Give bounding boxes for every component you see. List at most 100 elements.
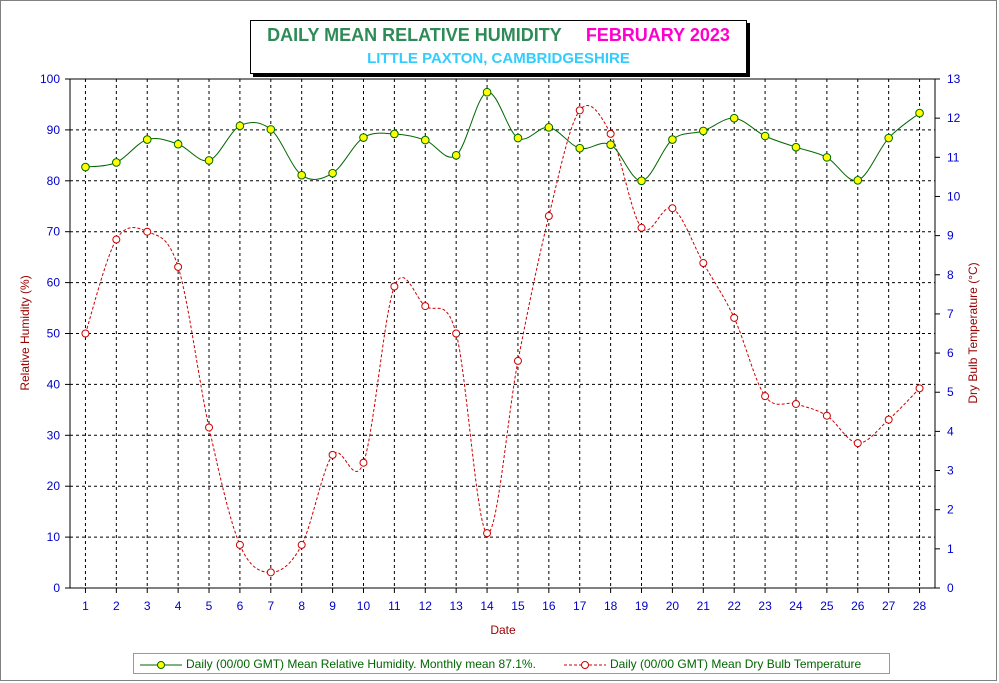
- legend-swatch-humidity: [140, 659, 182, 671]
- legend-swatch-temperature: [564, 659, 606, 671]
- humidity-point: [822, 153, 832, 162]
- y2-tick-label: 12: [947, 111, 961, 125]
- temperature-point: [791, 399, 800, 408]
- x-tick-label: 19: [635, 599, 649, 613]
- y2-tick-label: 4: [947, 424, 954, 438]
- x-tick-label: 2: [113, 599, 120, 613]
- x-tick-label: 15: [511, 599, 525, 613]
- x-tick-label: 27: [882, 599, 896, 613]
- x-tick-label: 1: [82, 599, 89, 613]
- temperature-point: [606, 129, 615, 138]
- legend-item-humidity: Daily (00/00 GMT) Mean Relative Humidity…: [140, 657, 536, 671]
- x-tick-label: 28: [913, 599, 927, 613]
- humidity-point: [451, 151, 461, 160]
- y2-tick-label: 3: [947, 464, 954, 478]
- grid: [70, 79, 935, 588]
- y2-tick-label: 8: [947, 268, 954, 282]
- temperature-point: [699, 259, 708, 268]
- y-tick-label: 90: [47, 123, 61, 137]
- legend-item-temperature: Daily (00/00 GMT) Mean Dry Bulb Temperat…: [564, 657, 861, 671]
- temperature-point: [513, 356, 522, 365]
- y-tick-labels: 0 10 20 30 40 50 60 70 80 90 100: [40, 72, 60, 595]
- humidity-point: [328, 168, 337, 178]
- temperature-point: [668, 204, 677, 213]
- x-tick-label: 4: [175, 599, 182, 613]
- y-tick-label: 70: [47, 225, 61, 239]
- humidity-point: [390, 129, 399, 139]
- x-tick-label: 13: [449, 599, 463, 613]
- temperature-point: [822, 411, 831, 420]
- y-tick-label: 30: [47, 428, 61, 442]
- legend: Daily (00/00 GMT) Mean Relative Humidity…: [133, 653, 890, 674]
- legend-label-temperature: Daily (00/00 GMT) Mean Dry Bulb Temperat…: [610, 657, 862, 671]
- humidity-point: [606, 140, 615, 149]
- x-tick-label: 24: [789, 599, 803, 613]
- y2-tick-label: 2: [947, 503, 954, 517]
- y-tick-label: 40: [47, 377, 61, 391]
- y2-tick-label: 6: [947, 346, 954, 360]
- humidity-point: [204, 156, 214, 165]
- humidity-point: [668, 135, 677, 144]
- humidity-point: [297, 170, 306, 180]
- humidity-point: [142, 135, 152, 144]
- y-tick-label: 20: [47, 479, 61, 493]
- x-tick-label: 5: [206, 599, 213, 613]
- y-tick-label: 10: [47, 530, 61, 544]
- x-tick-label: 8: [298, 599, 305, 613]
- axes: [65, 78, 940, 593]
- humidity-point: [575, 143, 585, 153]
- temperature-point: [452, 329, 461, 338]
- temperature-point: [637, 223, 646, 232]
- humidity-point: [760, 131, 770, 141]
- x-tick-label: 6: [237, 599, 244, 613]
- humidity-point: [699, 126, 708, 136]
- x-tick-label: 20: [666, 599, 680, 613]
- series-humidity: [81, 87, 924, 186]
- x-tick-label: 26: [851, 599, 865, 613]
- x-tick-label: 17: [573, 599, 587, 613]
- y2-tick-label: 5: [947, 385, 954, 399]
- y-tick-label: 50: [47, 327, 61, 341]
- temperature-point: [853, 439, 862, 448]
- humidity-point: [173, 139, 183, 149]
- y2-tick-label: 11: [947, 150, 960, 164]
- humidity-line: [85, 91, 920, 182]
- x-tick-label: 14: [480, 599, 494, 613]
- series-temperature: [81, 104, 924, 577]
- temperature-point: [205, 423, 214, 432]
- humidity-point: [420, 135, 430, 145]
- x-tick-label: 21: [697, 599, 711, 613]
- y-axis-title: Relative Humidity (%): [18, 275, 32, 390]
- humidity-point: [81, 162, 90, 172]
- x-tick-label: 23: [758, 599, 772, 613]
- humidity-point: [853, 175, 863, 185]
- x-tick-label: 11: [388, 599, 401, 613]
- x-tick-label: 22: [728, 599, 742, 613]
- y2-tick-label: 9: [947, 229, 954, 243]
- temperature-point: [81, 329, 90, 338]
- humidity-point: [915, 108, 924, 118]
- y2-axis-title: Dry Bulb Temperature (°C): [966, 262, 980, 403]
- x-tick-label: 10: [357, 599, 371, 613]
- chart-title: DAILY MEAN RELATIVE HUMIDITY: [267, 25, 562, 45]
- humidity-point: [266, 125, 276, 134]
- temperature-point: [143, 227, 152, 236]
- y2-tick-label: 13: [947, 72, 961, 86]
- title-box: DAILY MEAN RELATIVE HUMIDITY FEBRUARY 202…: [250, 20, 747, 74]
- y-tick-label: 0: [53, 581, 60, 595]
- chart-subtitle: LITTLE PAXTON, CAMBRIDGESHIRE: [367, 50, 630, 67]
- humidity-point: [791, 142, 801, 152]
- x-tick-label: 12: [419, 599, 433, 613]
- y2-tick-label: 1: [947, 542, 954, 556]
- temperature-point: [483, 529, 492, 538]
- temperature-point: [297, 540, 306, 549]
- temperature-point: [235, 540, 244, 549]
- y-tick-label: 80: [47, 174, 61, 188]
- x-tick-label: 25: [820, 599, 834, 613]
- temperature-line: [84, 104, 920, 573]
- legend-label-humidity: Daily (00/00 GMT) Mean Relative Humidity…: [186, 657, 536, 671]
- humidity-point: [513, 133, 523, 143]
